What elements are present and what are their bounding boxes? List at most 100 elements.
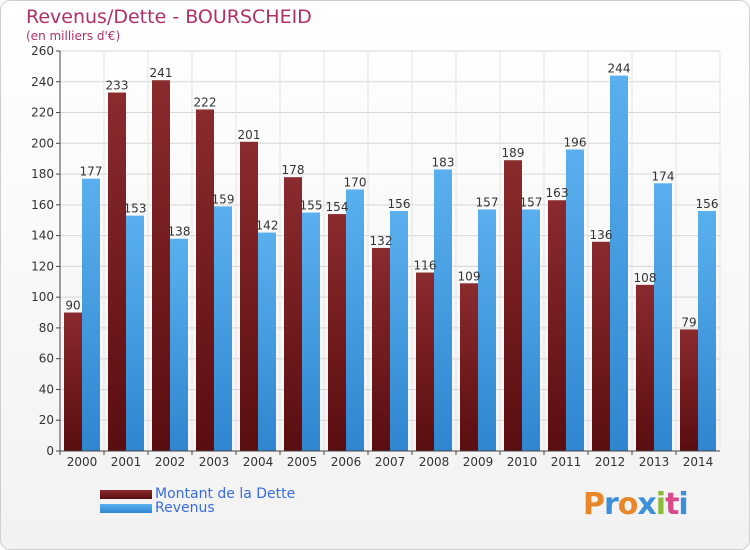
data-label-revenus-2004: 142 bbox=[256, 219, 279, 233]
data-label-dette-2001: 233 bbox=[106, 79, 129, 93]
y-tick-label: 80 bbox=[39, 321, 54, 335]
data-label-revenus-2007: 156 bbox=[388, 197, 411, 211]
y-tick-label: 200 bbox=[31, 136, 54, 150]
data-label-dette-2008: 116 bbox=[414, 259, 437, 273]
data-label-revenus-2001: 153 bbox=[124, 202, 147, 216]
data-label-revenus-2013: 174 bbox=[652, 169, 675, 183]
x-tick-label: 2011 bbox=[551, 455, 582, 469]
bar-dette-2007 bbox=[372, 247, 390, 451]
data-label-dette-2009: 109 bbox=[458, 269, 481, 283]
bar-revenus-2008 bbox=[434, 169, 452, 451]
y-tick-label: 0 bbox=[46, 444, 54, 458]
legend-item-revenus: Revenus bbox=[100, 500, 215, 516]
legend-swatch-dette bbox=[100, 489, 152, 499]
bar-revenus-2003 bbox=[214, 206, 232, 451]
data-label-revenus-2009: 157 bbox=[476, 195, 499, 209]
bar-dette-2006 bbox=[328, 214, 346, 451]
logo-letter: t bbox=[665, 487, 679, 522]
y-tick-label: 260 bbox=[31, 44, 54, 58]
logo-letter: i bbox=[655, 487, 666, 522]
data-label-dette-2006: 154 bbox=[326, 200, 349, 214]
y-tick-label: 160 bbox=[31, 198, 54, 212]
data-label-revenus-2005: 155 bbox=[300, 199, 323, 213]
data-label-dette-2007: 132 bbox=[370, 234, 393, 248]
x-tick-label: 2003 bbox=[199, 455, 230, 469]
x-tick-label: 2009 bbox=[463, 455, 494, 469]
logo-letter: x bbox=[637, 487, 656, 522]
y-tick-label: 140 bbox=[31, 229, 54, 243]
y-tick-label: 100 bbox=[31, 290, 54, 304]
y-tick-label: 180 bbox=[31, 167, 54, 181]
bar-dette-2003 bbox=[196, 109, 214, 451]
bar-dette-2012 bbox=[592, 241, 610, 451]
bar-revenus-2011 bbox=[566, 149, 584, 451]
logo-letter: P bbox=[583, 487, 605, 522]
data-label-dette-2003: 222 bbox=[194, 95, 217, 109]
bar-dette-2001 bbox=[108, 92, 126, 452]
y-tick-label: 240 bbox=[31, 75, 54, 89]
y-tick-label: 120 bbox=[31, 259, 54, 273]
y-tick-label: 40 bbox=[39, 382, 54, 396]
y-tick-label: 60 bbox=[39, 352, 54, 366]
data-label-dette-2004: 201 bbox=[238, 128, 261, 142]
data-label-dette-2002: 241 bbox=[150, 66, 173, 80]
bar-dette-2010 bbox=[504, 160, 522, 451]
data-label-revenus-2014: 156 bbox=[696, 197, 719, 211]
legend-label-dette: Montant de la Dette bbox=[155, 486, 296, 502]
x-tick-label: 2001 bbox=[111, 455, 142, 469]
data-label-dette-2013: 108 bbox=[634, 271, 657, 285]
bar-revenus-2001 bbox=[126, 215, 144, 451]
data-label-revenus-2012: 244 bbox=[608, 62, 631, 76]
logo-letter: o bbox=[617, 487, 639, 522]
data-label-dette-2000: 90 bbox=[65, 299, 80, 313]
x-tick-label: 2002 bbox=[155, 455, 186, 469]
bar-revenus-2000 bbox=[82, 178, 100, 451]
x-tick-label: 2007 bbox=[375, 455, 406, 469]
data-label-revenus-2000: 177 bbox=[80, 165, 103, 179]
bar-revenus-2009 bbox=[478, 209, 496, 451]
data-label-revenus-2002: 138 bbox=[168, 225, 191, 239]
bar-dette-2014 bbox=[680, 329, 698, 451]
x-tick-label: 2012 bbox=[595, 455, 626, 469]
data-label-dette-2010: 189 bbox=[502, 146, 525, 160]
bar-revenus-2005 bbox=[302, 212, 320, 451]
y-tick-label: 220 bbox=[31, 106, 54, 120]
data-label-revenus-2011: 196 bbox=[564, 135, 587, 149]
bar-dette-2005 bbox=[284, 177, 302, 451]
data-label-revenus-2006: 170 bbox=[344, 175, 367, 189]
bar-revenus-2014 bbox=[698, 211, 716, 451]
bar-dette-2004 bbox=[240, 141, 258, 451]
bar-revenus-2013 bbox=[654, 183, 672, 452]
bar-revenus-2012 bbox=[610, 75, 628, 451]
data-label-dette-2005: 178 bbox=[282, 163, 305, 177]
bar-dette-2009 bbox=[460, 283, 478, 451]
bar-dette-2013 bbox=[636, 284, 654, 451]
bar-revenus-2004 bbox=[258, 232, 276, 451]
chart-title: Revenus/Dette - BOURSCHEID bbox=[26, 6, 312, 28]
data-label-dette-2011: 163 bbox=[546, 186, 569, 200]
x-tick-label: 2005 bbox=[287, 455, 318, 469]
x-tick-label: 2006 bbox=[331, 455, 362, 469]
y-tick-label: 20 bbox=[39, 413, 54, 427]
data-label-revenus-2008: 183 bbox=[432, 155, 455, 169]
bar-dette-2002 bbox=[152, 80, 170, 451]
bar-revenus-2010 bbox=[522, 209, 540, 451]
logo-letter: i bbox=[678, 487, 688, 522]
bar-dette-2008 bbox=[416, 272, 434, 451]
data-label-revenus-2010: 157 bbox=[520, 195, 543, 209]
proxiti-logo: Proxiti bbox=[583, 487, 689, 522]
logo-letter: r bbox=[604, 487, 619, 522]
chart-subtitle: (en milliers d'€) bbox=[26, 29, 121, 43]
x-tick-label: 2013 bbox=[639, 455, 670, 469]
bar-revenus-2006 bbox=[346, 189, 364, 451]
legend-item-dette: Montant de la Dette bbox=[100, 486, 296, 502]
x-tick-label: 2008 bbox=[419, 455, 450, 469]
x-tick-label: 2000 bbox=[67, 455, 98, 469]
data-label-revenus-2003: 159 bbox=[212, 192, 235, 206]
x-tick-label: 2014 bbox=[683, 455, 714, 469]
x-tick-label: 2010 bbox=[507, 455, 538, 469]
bar-dette-2011 bbox=[548, 200, 566, 451]
bar-dette-2000 bbox=[64, 312, 82, 451]
legend-swatch-revenus bbox=[100, 503, 152, 513]
